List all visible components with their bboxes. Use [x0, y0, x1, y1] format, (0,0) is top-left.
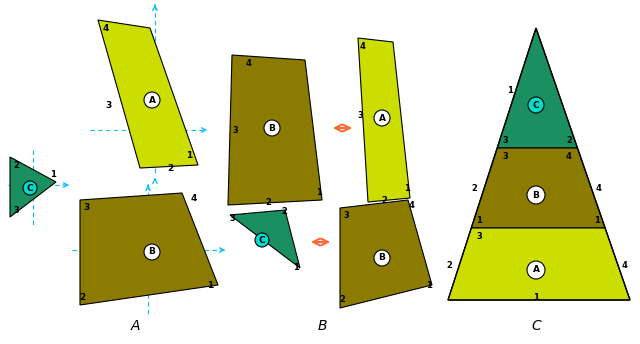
- Text: 2: 2: [339, 295, 345, 304]
- Text: B: B: [317, 319, 327, 333]
- Text: A: A: [148, 96, 156, 105]
- Text: 4: 4: [103, 23, 109, 32]
- Text: 2: 2: [79, 293, 85, 302]
- Text: 4: 4: [191, 194, 197, 203]
- Polygon shape: [98, 20, 198, 168]
- Circle shape: [374, 250, 390, 266]
- Text: 2: 2: [381, 195, 387, 204]
- Text: B: B: [379, 254, 385, 262]
- Circle shape: [264, 120, 280, 136]
- Text: 3: 3: [357, 110, 363, 119]
- Polygon shape: [497, 28, 577, 148]
- Text: 4: 4: [566, 151, 572, 161]
- Text: 4: 4: [245, 58, 251, 67]
- Text: A: A: [378, 114, 385, 122]
- Text: 1: 1: [404, 183, 410, 193]
- Text: 1: 1: [316, 187, 322, 196]
- Text: A: A: [532, 266, 540, 275]
- Polygon shape: [228, 55, 322, 205]
- Text: 4: 4: [622, 260, 628, 269]
- Text: 2: 2: [265, 197, 271, 206]
- Circle shape: [144, 244, 160, 260]
- Text: 4: 4: [596, 183, 602, 193]
- Circle shape: [374, 110, 390, 126]
- Text: 1: 1: [186, 151, 192, 160]
- Circle shape: [144, 92, 160, 108]
- Text: 2: 2: [566, 136, 572, 144]
- Polygon shape: [340, 200, 432, 308]
- Circle shape: [255, 233, 269, 247]
- Text: 1: 1: [426, 280, 432, 290]
- Text: 3: 3: [13, 205, 19, 215]
- Polygon shape: [358, 38, 410, 202]
- Polygon shape: [80, 193, 218, 305]
- Text: A: A: [131, 319, 140, 333]
- Text: 1: 1: [293, 264, 299, 272]
- Text: 2: 2: [13, 161, 19, 170]
- Text: 4: 4: [360, 42, 366, 51]
- Polygon shape: [230, 210, 300, 268]
- Text: B: B: [532, 191, 540, 200]
- Polygon shape: [471, 148, 605, 228]
- Text: 1: 1: [594, 215, 600, 225]
- Text: C: C: [259, 236, 266, 245]
- Text: 2: 2: [167, 163, 173, 172]
- Text: 4: 4: [409, 201, 415, 209]
- Text: 3: 3: [343, 211, 349, 219]
- Text: 3: 3: [502, 136, 508, 144]
- Polygon shape: [448, 228, 630, 300]
- Text: B: B: [148, 247, 156, 257]
- Text: 1: 1: [50, 170, 56, 179]
- Text: 3: 3: [476, 232, 482, 240]
- Text: 3: 3: [502, 151, 508, 161]
- Text: 1: 1: [507, 86, 513, 95]
- Text: 2: 2: [446, 260, 452, 269]
- Text: C: C: [531, 319, 541, 333]
- Text: 1: 1: [533, 292, 539, 301]
- Text: 1: 1: [476, 215, 482, 225]
- Text: 3: 3: [232, 126, 238, 135]
- Text: 3: 3: [105, 100, 111, 109]
- Text: 1: 1: [207, 280, 213, 290]
- Text: C: C: [27, 183, 33, 193]
- Text: B: B: [269, 123, 275, 132]
- Text: C: C: [532, 100, 540, 109]
- Text: 3: 3: [229, 214, 235, 223]
- Circle shape: [527, 261, 545, 279]
- Circle shape: [527, 186, 545, 204]
- Text: 2: 2: [281, 206, 287, 215]
- Circle shape: [528, 97, 544, 113]
- Text: 2: 2: [471, 183, 477, 193]
- Polygon shape: [10, 157, 56, 217]
- Circle shape: [23, 181, 37, 195]
- Text: 3: 3: [83, 203, 89, 212]
